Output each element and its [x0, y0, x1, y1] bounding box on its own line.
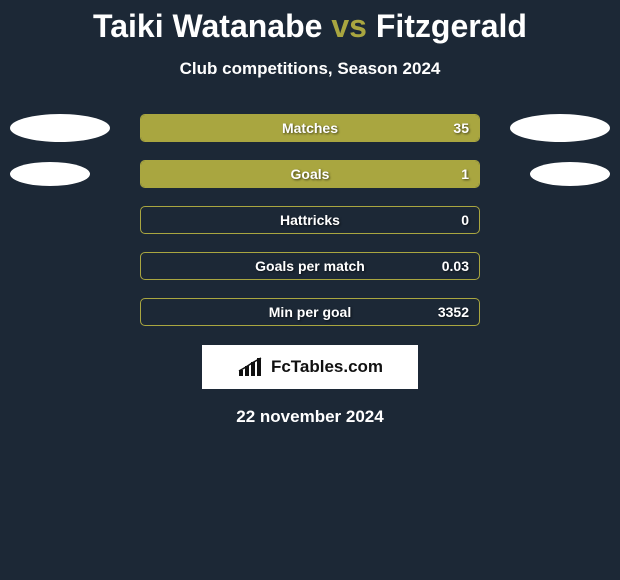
- player2-name: Fitzgerald: [376, 8, 527, 44]
- player1-name: Taiki Watanabe: [93, 8, 322, 44]
- bar-label: Matches: [282, 120, 338, 136]
- bar-track: Min per goal 3352: [140, 298, 480, 326]
- stat-row: Matches 35: [0, 113, 620, 143]
- left-ellipse: [10, 114, 110, 142]
- logo-text: FcTables.com: [271, 357, 383, 377]
- bar-track: Goals 1: [140, 160, 480, 188]
- bar-value: 0: [461, 212, 469, 228]
- bar-value: 35: [453, 120, 469, 136]
- stat-row: Min per goal 3352: [0, 297, 620, 327]
- stat-row: Goals per match 0.03: [0, 251, 620, 281]
- subtitle: Club competitions, Season 2024: [0, 59, 620, 79]
- bar-track: Matches 35: [140, 114, 480, 142]
- bar-label: Min per goal: [269, 304, 351, 320]
- bar-value: 0.03: [442, 258, 469, 274]
- right-ellipse: [510, 114, 610, 142]
- bars-icon: [237, 356, 265, 378]
- page-title: Taiki Watanabe vs Fitzgerald: [0, 0, 620, 45]
- vs-text: vs: [331, 8, 367, 44]
- logo-box[interactable]: FcTables.com: [202, 345, 418, 389]
- bar-label: Goals per match: [255, 258, 365, 274]
- bar-value: 3352: [438, 304, 469, 320]
- bar-label: Goals: [291, 166, 330, 182]
- stat-row: Goals 1: [0, 159, 620, 189]
- right-ellipse: [530, 162, 610, 186]
- bar-track: Hattricks 0: [140, 206, 480, 234]
- bar-track: Goals per match 0.03: [140, 252, 480, 280]
- stat-row: Hattricks 0: [0, 205, 620, 235]
- stats-rows: Matches 35 Goals 1 Hattricks 0 Goals per match…: [0, 113, 620, 327]
- bar-label: Hattricks: [280, 212, 340, 228]
- date-text: 22 november 2024: [0, 407, 620, 427]
- left-ellipse: [10, 162, 90, 186]
- bar-value: 1: [461, 166, 469, 182]
